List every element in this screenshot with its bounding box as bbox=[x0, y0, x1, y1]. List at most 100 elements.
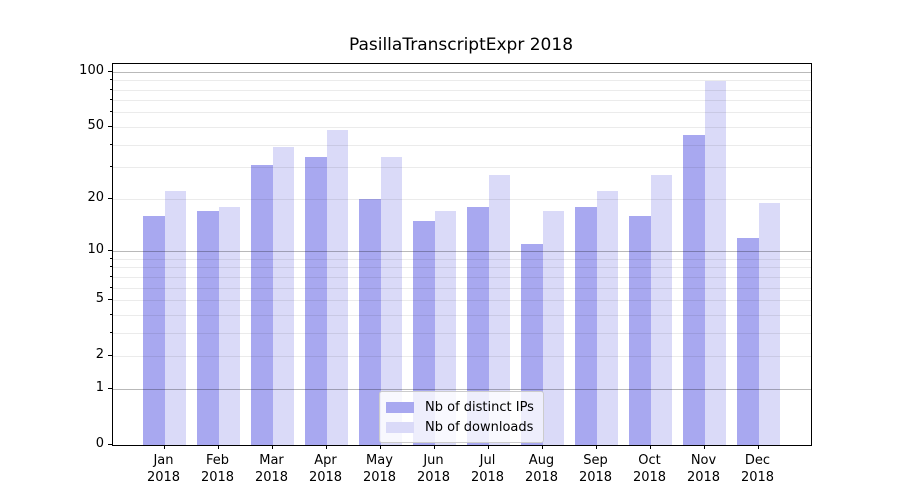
bar-distinct-ips-feb bbox=[197, 211, 219, 445]
x-tick-mark bbox=[325, 445, 327, 449]
gridline-minor bbox=[113, 267, 811, 269]
y-minor-tick-mark bbox=[110, 355, 112, 357]
y-tick-label: 5 bbox=[95, 291, 104, 306]
bar-distinct-ips-oct bbox=[629, 215, 651, 445]
x-tick-label: Sep 2018 bbox=[578, 453, 613, 485]
bar-downloads-jan bbox=[164, 191, 186, 445]
x-tick-label: Jun 2018 bbox=[416, 453, 451, 485]
gridline-minor bbox=[113, 332, 811, 334]
x-tick-mark bbox=[649, 445, 651, 449]
y-tick-mark bbox=[108, 70, 112, 72]
x-tick-label: Nov 2018 bbox=[686, 453, 721, 485]
bar-distinct-ips-sep bbox=[575, 206, 597, 445]
gridline-major bbox=[113, 251, 811, 252]
x-tick-mark bbox=[217, 445, 219, 449]
y-minor-tick-mark bbox=[110, 299, 112, 300]
legend-item-downloads: Nb of downloads bbox=[386, 417, 534, 437]
bar-downloads-may bbox=[380, 157, 402, 445]
x-tick-mark bbox=[487, 445, 489, 449]
x-tick-mark bbox=[757, 445, 759, 449]
gridline-minor bbox=[113, 300, 811, 301]
x-tick-mark bbox=[703, 445, 705, 449]
y-minor-tick-mark bbox=[110, 125, 112, 127]
bar-downloads-oct bbox=[650, 175, 672, 445]
y-tick-label: 100 bbox=[79, 62, 104, 78]
x-tick-label: Feb 2018 bbox=[200, 453, 235, 485]
bar-distinct-ips-dec bbox=[737, 237, 759, 445]
bar-distinct-ips-may bbox=[359, 198, 381, 445]
x-tick-label: Apr 2018 bbox=[308, 453, 343, 485]
gridline-minor bbox=[113, 258, 811, 260]
bar-downloads-nov bbox=[704, 81, 726, 445]
bar-distinct-ips-apr bbox=[305, 157, 327, 445]
y-minor-tick-mark bbox=[110, 99, 112, 101]
x-tick-mark bbox=[541, 445, 543, 449]
y-minor-tick-mark bbox=[110, 286, 112, 288]
gridline-major bbox=[113, 388, 811, 390]
x-tick-label: May 2018 bbox=[362, 453, 397, 485]
gridline-minor bbox=[113, 356, 811, 358]
y-minor-tick-mark bbox=[110, 275, 112, 277]
x-tick-label: Dec 2018 bbox=[740, 453, 775, 485]
y-minor-tick-mark bbox=[110, 197, 112, 199]
legend: Nb of distinct IPs Nb of downloads bbox=[379, 391, 544, 443]
gridline-minor bbox=[113, 89, 811, 91]
y-tick-label: 1 bbox=[95, 379, 104, 395]
bar-distinct-ips-jan bbox=[143, 215, 165, 445]
x-tick-label: Aug 2018 bbox=[524, 453, 559, 485]
bar-downloads-feb bbox=[218, 206, 240, 445]
x-tick-mark bbox=[433, 445, 435, 449]
gridline-major bbox=[113, 71, 811, 73]
legend-swatch-downloads bbox=[386, 421, 414, 433]
y-minor-tick-mark bbox=[110, 313, 112, 315]
x-tick-mark bbox=[163, 445, 165, 449]
bar-downloads-dec bbox=[758, 202, 780, 445]
x-tick-mark bbox=[271, 445, 273, 449]
y-tick-mark bbox=[108, 444, 112, 445]
y-tick-label: 20 bbox=[87, 189, 104, 205]
x-tick-label: Mar 2018 bbox=[254, 453, 289, 485]
bar-distinct-ips-mar bbox=[251, 164, 273, 445]
y-minor-tick-mark bbox=[110, 111, 112, 113]
gridline-minor bbox=[113, 167, 811, 169]
y-tick-mark bbox=[108, 387, 112, 389]
legend-swatch-distinct-ips bbox=[386, 401, 414, 413]
x-tick-mark bbox=[595, 445, 597, 449]
gridline-minor bbox=[113, 198, 811, 200]
x-tick-mark bbox=[379, 445, 381, 449]
gridline-minor bbox=[113, 144, 811, 146]
y-minor-tick-mark bbox=[110, 166, 112, 168]
plot-area bbox=[112, 63, 812, 446]
bar-downloads-aug bbox=[542, 211, 564, 445]
x-tick-label: Jul 2018 bbox=[470, 453, 505, 485]
gridline-minor bbox=[113, 287, 811, 289]
legend-label-downloads: Nb of downloads bbox=[425, 419, 534, 435]
y-minor-tick-mark bbox=[110, 79, 112, 81]
y-minor-tick-mark bbox=[110, 88, 112, 90]
gridline-minor bbox=[113, 80, 811, 82]
bar-distinct-ips-jul bbox=[467, 206, 489, 445]
x-tick-label: Jan 2018 bbox=[146, 453, 181, 485]
bar-downloads-jun bbox=[434, 211, 456, 445]
x-tick-label: Oct 2018 bbox=[632, 453, 667, 485]
bar-downloads-mar bbox=[272, 146, 294, 445]
y-minor-tick-mark bbox=[110, 266, 112, 268]
y-minor-tick-mark bbox=[110, 257, 112, 259]
y-tick-label: 10 bbox=[87, 242, 104, 257]
y-minor-tick-mark bbox=[110, 331, 112, 333]
gridline-minor bbox=[113, 314, 811, 316]
bar-downloads-jul bbox=[488, 175, 510, 445]
legend-item-distinct-ips: Nb of distinct IPs bbox=[386, 397, 534, 417]
y-tick-label: 0 bbox=[95, 436, 104, 451]
bar-distinct-ips-nov bbox=[683, 135, 705, 445]
gridline-minor bbox=[113, 126, 811, 128]
chart-title: PasillaTranscriptExpr 2018 bbox=[348, 35, 574, 55]
gridline-minor bbox=[113, 112, 811, 114]
y-minor-tick-mark bbox=[110, 143, 112, 145]
bar-downloads-sep bbox=[596, 191, 618, 445]
gridline-minor bbox=[113, 100, 811, 102]
y-tick-mark bbox=[108, 250, 112, 251]
y-tick-label: 2 bbox=[95, 347, 104, 363]
gridline-minor bbox=[113, 276, 811, 278]
